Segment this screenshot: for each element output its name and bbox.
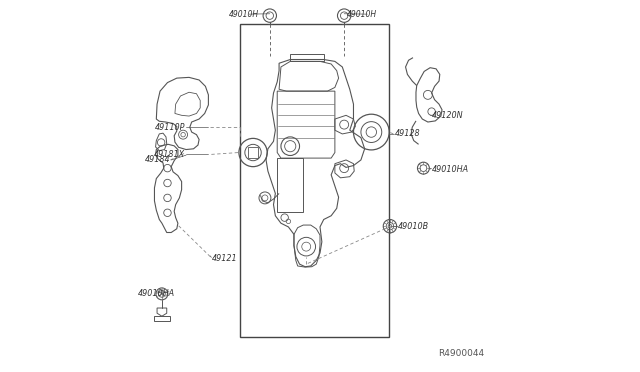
Text: 49121: 49121 xyxy=(211,254,237,263)
Text: 49010B: 49010B xyxy=(398,222,429,231)
Text: 49010HA: 49010HA xyxy=(431,165,468,174)
Text: 49010HA: 49010HA xyxy=(138,289,175,298)
Text: R4900044: R4900044 xyxy=(438,349,484,358)
Text: 49010H: 49010H xyxy=(229,10,259,19)
Text: 49128: 49128 xyxy=(394,129,420,138)
Bar xyxy=(240,24,389,337)
Text: 49110P: 49110P xyxy=(155,123,186,132)
Text: 49184: 49184 xyxy=(145,155,170,164)
Text: 49010H: 49010H xyxy=(347,10,377,19)
Text: 49120N: 49120N xyxy=(431,111,463,120)
Text: 49181X: 49181X xyxy=(154,150,186,159)
